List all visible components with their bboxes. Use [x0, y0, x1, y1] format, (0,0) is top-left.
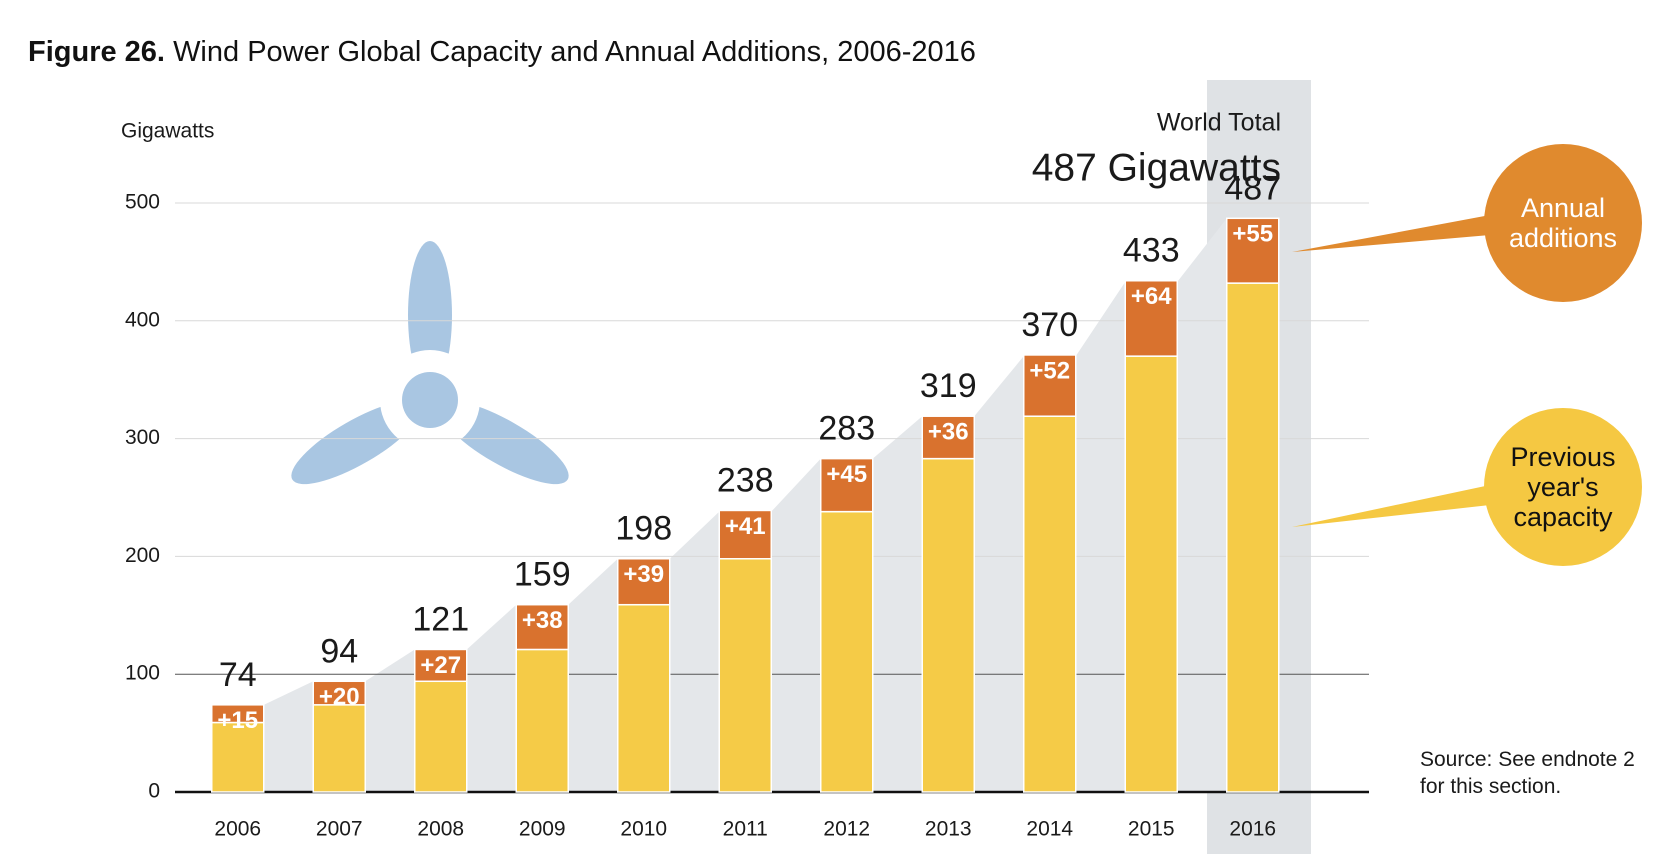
bar-segment: [1226, 282, 1280, 793]
value-label: +38: [522, 607, 563, 634]
bar-segment: [617, 603, 671, 793]
value-label: +64: [1131, 283, 1172, 310]
total-label: 238: [717, 461, 774, 499]
bar-segment: [1124, 279, 1178, 357]
bar-segment: [312, 680, 366, 706]
figure-title: Wind Power Global Capacity and Annual Ad…: [173, 36, 976, 68]
plot-area: 0 100 200 300 400 500 2006 +15 74 2007 +20 94 2008 +2…: [125, 169, 1369, 841]
annotation-value: 487 Gigawatts: [1032, 146, 1281, 189]
x-tick-label: 2014: [1026, 818, 1073, 841]
x-tick-label: 2011: [723, 818, 768, 841]
value-label: +15: [217, 707, 258, 734]
figure-label: Figure 26.: [28, 36, 165, 68]
bar-segment: [312, 704, 366, 793]
value-label: +39: [623, 561, 664, 588]
value-label: +20: [319, 684, 360, 711]
bar-segment: [1124, 355, 1178, 793]
turbine-icon: [291, 241, 569, 485]
total-label: 370: [1021, 306, 1078, 344]
y-tick-label: 200: [125, 544, 160, 567]
total-label: 94: [320, 632, 358, 670]
x-tick-label: 2006: [214, 818, 261, 841]
bar-segment: [718, 558, 772, 793]
total-label: 74: [219, 656, 257, 694]
value-label: +55: [1232, 221, 1273, 248]
bar-segment: [515, 603, 569, 651]
value-label: +41: [725, 513, 766, 540]
total-label: 319: [920, 367, 977, 405]
total-label: 159: [514, 556, 571, 594]
bar-segment: [1023, 415, 1077, 793]
annotation-label: World Total: [1157, 109, 1281, 137]
bar-segment: [414, 648, 468, 683]
callout-pointer: [1292, 485, 1490, 527]
bar-segment: [211, 704, 265, 724]
y-tick-label: 500: [125, 191, 160, 214]
legend-annual-additions: Annual additions: [1484, 144, 1642, 302]
y-tick-label: 100: [125, 662, 160, 685]
legend-label: Annual additions: [1508, 193, 1618, 253]
total-label: 121: [412, 600, 469, 638]
bar-segment: [921, 457, 975, 793]
x-tick-label: 2010: [620, 818, 667, 841]
bar-segment: [515, 648, 569, 793]
value-label: +52: [1029, 357, 1070, 384]
background-area: [211, 218, 1279, 793]
value-label: +27: [420, 652, 461, 679]
total-label: 433: [1123, 232, 1180, 270]
y-tick-label: 0: [148, 780, 160, 803]
total-label: 487: [1224, 169, 1281, 207]
bar-segment: [617, 558, 671, 606]
total-label: 283: [818, 410, 875, 448]
y-tick-label: 300: [125, 426, 160, 449]
x-tick-label: 2008: [417, 818, 464, 841]
bar-segment: [820, 457, 874, 513]
bar-segment: [921, 415, 975, 460]
title: Figure 26. Wind Power Global Capacity an…: [28, 36, 976, 69]
legend-previous-capacity: Previous year's capacity: [1484, 408, 1642, 566]
bar-segment: [1226, 217, 1280, 284]
callout-pointer: [1292, 215, 1490, 252]
x-tick-label: 2007: [316, 818, 363, 841]
bar-segment: [211, 721, 265, 793]
source-note: Source: See endnote 2 for this section.: [1420, 748, 1635, 798]
value-label: +45: [826, 461, 867, 488]
legend-label: Previous year's capacity: [1510, 442, 1616, 532]
bar-segment: [820, 510, 874, 793]
bar-segment: [1023, 354, 1077, 417]
hub: [402, 372, 458, 428]
total-label: 198: [615, 510, 672, 548]
x-tick-label: 2015: [1128, 818, 1175, 841]
bar-segment: [414, 680, 468, 793]
bar-segment: [718, 509, 772, 560]
x-tick-label: 2013: [925, 818, 972, 841]
x-tick-label: 2016: [1229, 818, 1276, 841]
x-tick-label: 2009: [519, 818, 566, 841]
x-tick-label: 2012: [823, 818, 870, 841]
y-tick-label: 400: [125, 308, 160, 331]
background-area: [211, 218, 1279, 793]
value-label: +36: [928, 419, 969, 446]
y-axis-label: Gigawatts: [121, 120, 214, 143]
